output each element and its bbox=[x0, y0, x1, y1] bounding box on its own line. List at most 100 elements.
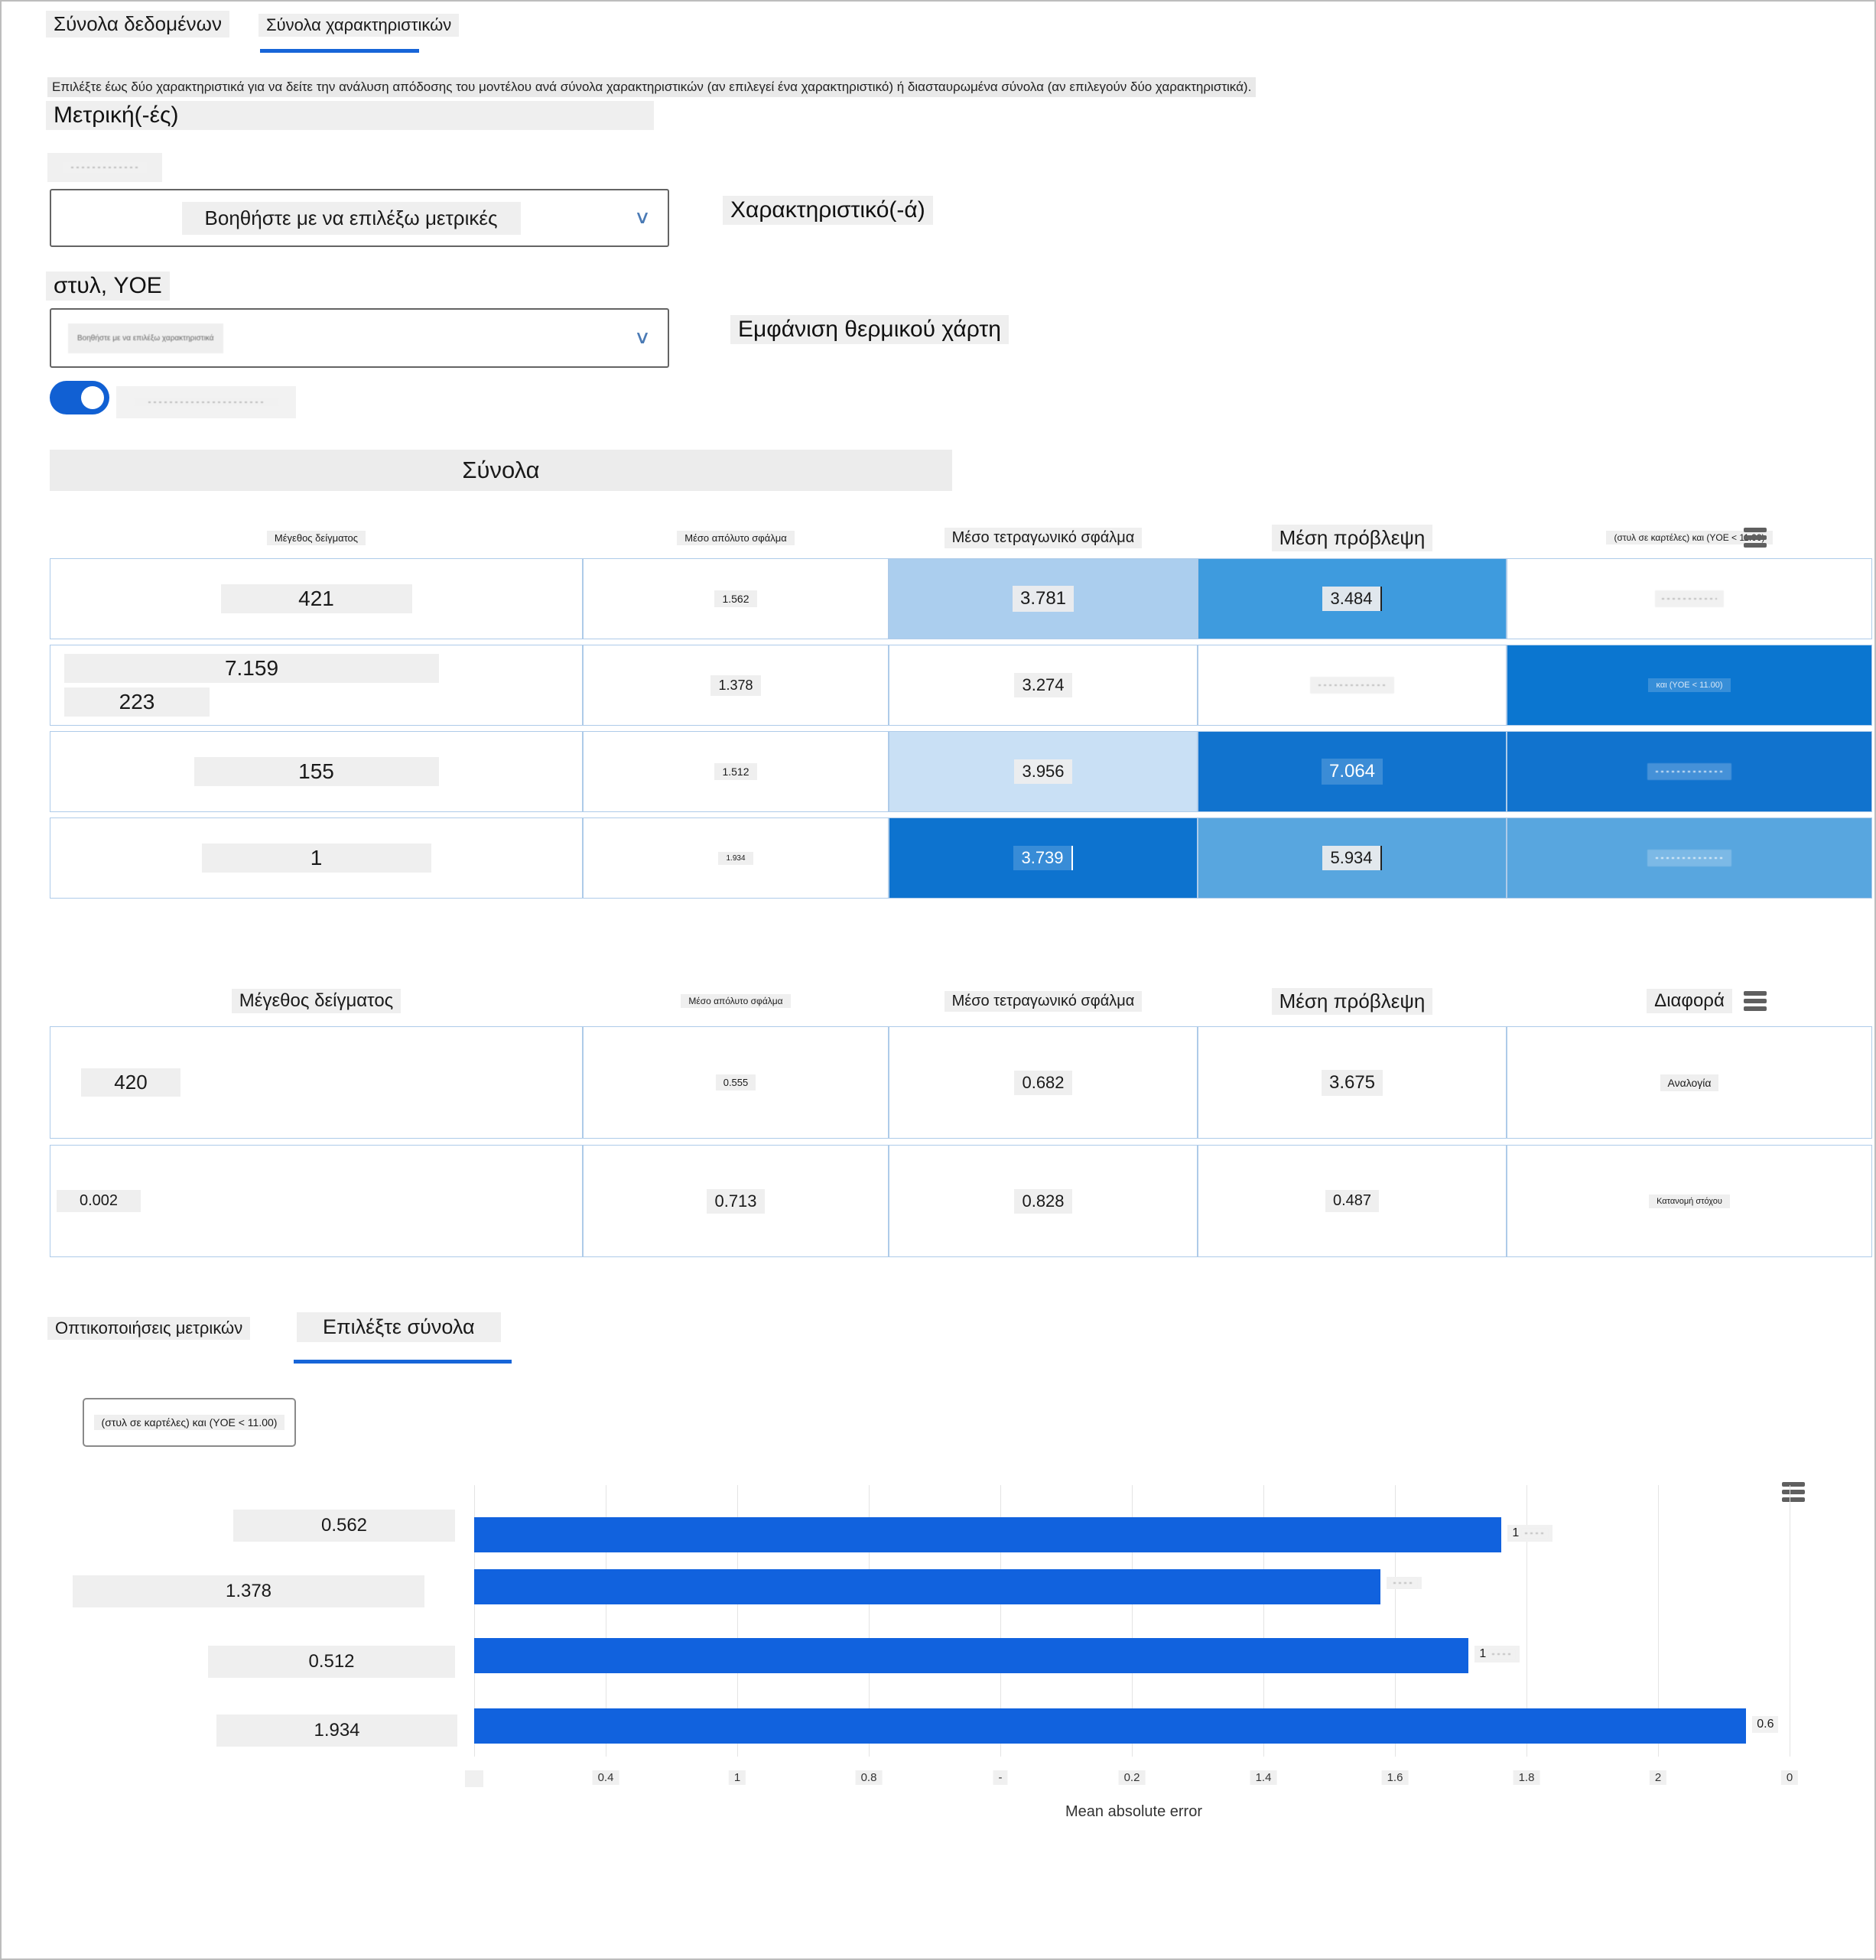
heatmap-toggle[interactable] bbox=[50, 381, 109, 414]
column-header: Μέσο απόλυτο σφάλμα bbox=[681, 994, 791, 1008]
table-cell[interactable]: 3.739 bbox=[889, 817, 1198, 899]
gridline bbox=[1263, 1485, 1264, 1757]
table-cell[interactable]: 3.484 bbox=[1198, 558, 1507, 639]
bar-value-label: 1 bbox=[1507, 1525, 1553, 1542]
column-header: Μέγεθος δείγματος bbox=[266, 530, 366, 545]
cell-value: 1.934 bbox=[718, 851, 753, 865]
table-cell[interactable]: 420 bbox=[50, 1026, 583, 1139]
table-cell[interactable]: Κατανομή στόχου bbox=[1507, 1145, 1872, 1257]
table-cell[interactable]: 0.682 bbox=[889, 1026, 1198, 1139]
cohort-filter-button[interactable]: (στυλ σε καρτέλες) και (YOE < 11.00) bbox=[83, 1398, 296, 1447]
bar[interactable] bbox=[474, 1517, 1502, 1552]
metric-dropdown[interactable]: Βοηθήστε με να επιλέξω μετρικές ∨ bbox=[50, 189, 669, 247]
table-cell[interactable]: 5.934 bbox=[1198, 817, 1507, 899]
table-cell[interactable]: 0.002 bbox=[50, 1145, 583, 1257]
cell-value: 1.512 bbox=[714, 763, 757, 780]
illegible-text bbox=[1655, 590, 1724, 607]
table-cell[interactable]: 7.159 223 bbox=[50, 645, 583, 726]
cell-value: 223 bbox=[64, 687, 210, 717]
table-cell[interactable] bbox=[1507, 731, 1872, 812]
table-cell[interactable]: Αναλογία bbox=[1507, 1026, 1872, 1139]
column-header: Διαφορά bbox=[1647, 989, 1732, 1013]
illegible-note bbox=[47, 153, 162, 182]
tab-metric-visualizations[interactable]: Οπτικοποιήσεις μετρικών bbox=[47, 1317, 251, 1340]
cell-value: 3.274 bbox=[1014, 673, 1072, 697]
more-options-icon[interactable] bbox=[1782, 1482, 1805, 1487]
table-cell[interactable] bbox=[1198, 645, 1507, 726]
cell-value: 0.002 bbox=[57, 1190, 141, 1212]
metric-dropdown-value: Βοηθήστε με να επιλέξω μετρικές bbox=[181, 201, 521, 235]
cell-value: 0.487 bbox=[1325, 1190, 1380, 1212]
x-tick-label: - bbox=[993, 1770, 1008, 1785]
gridline bbox=[1395, 1485, 1396, 1757]
cell-value: 421 bbox=[220, 584, 412, 613]
bar[interactable] bbox=[474, 1638, 1469, 1673]
illegible-text bbox=[1647, 850, 1731, 866]
tab-dataset-cohorts[interactable]: Σύνολα δεδομένων bbox=[46, 11, 229, 37]
table-cell[interactable]: 0.713 bbox=[583, 1145, 889, 1257]
table-cell[interactable] bbox=[1507, 817, 1872, 899]
table-cell[interactable]: 3.956 bbox=[889, 731, 1198, 812]
illegible-text bbox=[1647, 763, 1731, 780]
table-cell[interactable]: 0.487 bbox=[1198, 1145, 1507, 1257]
bar-category-label: 1.934 bbox=[216, 1715, 457, 1747]
x-tick-label: 1.6 bbox=[1381, 1770, 1409, 1785]
column-header: Μέγεθος δείγματος bbox=[231, 989, 402, 1013]
feature-dropdown[interactable]: Βοηθήστε με να επιλέξω χαρακτηριστικά ∨ bbox=[50, 308, 669, 368]
cell-value: 3.739 bbox=[1013, 846, 1073, 870]
cell-value: Κατανομή στόχου bbox=[1649, 1194, 1730, 1208]
chevron-down-icon: ∨ bbox=[634, 327, 651, 348]
x-tick-label: 1.8 bbox=[1513, 1770, 1540, 1785]
table-cell[interactable]: 3.274 bbox=[889, 645, 1198, 726]
table-cell[interactable]: 3.781 bbox=[889, 558, 1198, 639]
table-cell[interactable]: 155 bbox=[50, 731, 583, 812]
chart-xaxis: 0.4 1 0.8 - 0.2 1.4 1.6 1.8 2 0 bbox=[465, 1770, 1799, 1793]
cohort-filter-label: (στυλ σε καρτέλες) και (YOE < 11.00) bbox=[93, 1415, 285, 1430]
column-header: Μέσο τετραγωνικό σφάλμα bbox=[944, 527, 1143, 548]
table-cell[interactable]: 3.675 bbox=[1198, 1026, 1507, 1139]
active-tab-indicator bbox=[294, 1360, 512, 1364]
cell-value: 420 bbox=[81, 1068, 180, 1097]
column-header: Μέση πρόβλεψη bbox=[1271, 987, 1433, 1015]
table-cell[interactable]: 421 bbox=[50, 558, 583, 639]
cell-value: 5.934 bbox=[1322, 846, 1382, 870]
chevron-down-icon: ∨ bbox=[634, 207, 651, 228]
more-options-icon[interactable] bbox=[1744, 991, 1767, 996]
column-header: Μέσο απόλυτο σφάλμα bbox=[677, 530, 795, 545]
table-cell[interactable]: και (YOE < 11.00) bbox=[1507, 645, 1872, 726]
table-cell[interactable]: 1.512 bbox=[583, 731, 889, 812]
cell-value: 155 bbox=[193, 757, 439, 786]
table-cell[interactable]: 1.562 bbox=[583, 558, 889, 639]
feature-side-label: Χαρακτηριστικό(-ά) bbox=[723, 196, 933, 225]
toggle-knob bbox=[81, 386, 104, 409]
gridline bbox=[869, 1485, 870, 1757]
description-text: Επιλέξτε έως δύο χαρακτηριστικά για να δ… bbox=[47, 77, 1257, 97]
cohorts-section-band: Σύνολα bbox=[50, 450, 952, 491]
x-tick-label bbox=[465, 1770, 483, 1787]
bar[interactable] bbox=[474, 1708, 1747, 1744]
table-cell[interactable]: 1.378 bbox=[583, 645, 889, 726]
cohorts-section-title: Σύνολα bbox=[462, 457, 540, 483]
x-tick-label: 0.4 bbox=[592, 1770, 619, 1785]
bar-value-label: 1 bbox=[1474, 1646, 1520, 1663]
table-cell[interactable]: 7.064 bbox=[1198, 731, 1507, 812]
table-cell[interactable]: 1 bbox=[50, 817, 583, 899]
gridline bbox=[474, 1485, 475, 1757]
column-header: (στυλ σε καρτέλες) και (YOE < 11.00) bbox=[1606, 531, 1773, 544]
more-options-icon[interactable] bbox=[1744, 528, 1767, 532]
bar[interactable] bbox=[474, 1569, 1381, 1604]
gridline bbox=[1526, 1485, 1527, 1757]
cell-value: 3.675 bbox=[1321, 1069, 1383, 1096]
cell-value: 1.378 bbox=[710, 674, 761, 696]
table-cell[interactable]: 1.934 bbox=[583, 817, 889, 899]
tab-select-cohorts[interactable]: Επιλέξτε σύνολα bbox=[297, 1312, 501, 1342]
metric-label: Μετρική(-ές) bbox=[46, 101, 654, 130]
cell-value: 1.562 bbox=[714, 590, 757, 607]
table-cell[interactable]: 0.828 bbox=[889, 1145, 1198, 1257]
tab-feature-cohorts[interactable]: Σύνολα χαρακτηριστικών bbox=[258, 14, 460, 37]
table-cell[interactable]: 0.555 bbox=[583, 1026, 889, 1139]
cell-value: 7.064 bbox=[1321, 759, 1383, 785]
table-cell[interactable] bbox=[1507, 558, 1872, 639]
x-tick-label: 1 bbox=[728, 1770, 746, 1785]
cell-value: 3.956 bbox=[1014, 759, 1072, 784]
